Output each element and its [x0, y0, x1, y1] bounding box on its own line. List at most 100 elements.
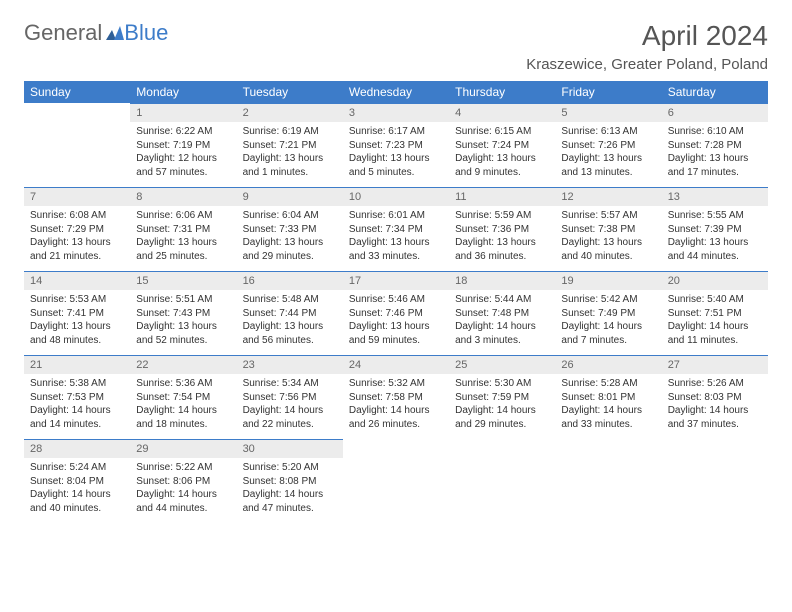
day-cell: 9Sunrise: 6:04 AMSunset: 7:33 PMDaylight…	[237, 187, 343, 271]
detail-line: and 1 minutes.	[243, 166, 337, 180]
detail-line: Daylight: 13 hours	[243, 152, 337, 166]
detail-line: Sunset: 8:08 PM	[243, 475, 337, 489]
detail-line: Sunrise: 6:10 AM	[668, 125, 762, 139]
detail-line: and 56 minutes.	[243, 334, 337, 348]
detail-line: Daylight: 13 hours	[668, 236, 762, 250]
day-details: Sunrise: 5:46 AMSunset: 7:46 PMDaylight:…	[343, 290, 449, 355]
detail-line: Daylight: 13 hours	[243, 236, 337, 250]
detail-line: Sunrise: 6:06 AM	[136, 209, 230, 223]
detail-line: Sunset: 7:19 PM	[136, 139, 230, 153]
detail-line: Sunrise: 5:32 AM	[349, 377, 443, 391]
day-cell: 22Sunrise: 5:36 AMSunset: 7:54 PMDayligh…	[130, 355, 236, 439]
detail-line: Sunrise: 6:13 AM	[561, 125, 655, 139]
day-number: 14	[24, 271, 130, 290]
detail-line: Sunrise: 6:19 AM	[243, 125, 337, 139]
detail-line: Daylight: 13 hours	[30, 236, 124, 250]
month-title: April 2024	[526, 20, 768, 52]
detail-line: Daylight: 13 hours	[349, 152, 443, 166]
day-cell: 4Sunrise: 6:15 AMSunset: 7:24 PMDaylight…	[449, 103, 555, 187]
day-header-row: Sunday Monday Tuesday Wednesday Thursday…	[24, 81, 768, 103]
day-cell	[662, 439, 768, 523]
detail-line: Sunrise: 6:22 AM	[136, 125, 230, 139]
page-header: GeneralBlue April 2024 Kraszewice, Great…	[24, 20, 768, 73]
day-number: 10	[343, 187, 449, 206]
day-details: Sunrise: 5:38 AMSunset: 7:53 PMDaylight:…	[24, 374, 130, 439]
day-details: Sunrise: 5:42 AMSunset: 7:49 PMDaylight:…	[555, 290, 661, 355]
detail-line: Sunset: 7:23 PM	[349, 139, 443, 153]
day-number: 11	[449, 187, 555, 206]
day-cell: 23Sunrise: 5:34 AMSunset: 7:56 PMDayligh…	[237, 355, 343, 439]
day-number: 2	[237, 103, 343, 122]
detail-line: and 7 minutes.	[561, 334, 655, 348]
detail-line: Daylight: 13 hours	[243, 320, 337, 334]
detail-line: Sunset: 8:01 PM	[561, 391, 655, 405]
detail-line: Sunrise: 5:42 AM	[561, 293, 655, 307]
day-number: 24	[343, 355, 449, 374]
day-number: 1	[130, 103, 236, 122]
detail-line: and 44 minutes.	[668, 250, 762, 264]
detail-line: Daylight: 14 hours	[561, 404, 655, 418]
day-cell: 20Sunrise: 5:40 AMSunset: 7:51 PMDayligh…	[662, 271, 768, 355]
detail-line: Sunset: 7:49 PM	[561, 307, 655, 321]
day-details: Sunrise: 5:48 AMSunset: 7:44 PMDaylight:…	[237, 290, 343, 355]
detail-line: and 37 minutes.	[668, 418, 762, 432]
detail-line: Sunrise: 5:26 AM	[668, 377, 762, 391]
detail-line: Daylight: 14 hours	[136, 488, 230, 502]
detail-line: Sunrise: 5:38 AM	[30, 377, 124, 391]
day-number: 19	[555, 271, 661, 290]
day-cell: 26Sunrise: 5:28 AMSunset: 8:01 PMDayligh…	[555, 355, 661, 439]
day-cell	[555, 439, 661, 523]
day-details: Sunrise: 6:22 AMSunset: 7:19 PMDaylight:…	[130, 122, 236, 187]
day-details: Sunrise: 5:51 AMSunset: 7:43 PMDaylight:…	[130, 290, 236, 355]
detail-line: and 33 minutes.	[349, 250, 443, 264]
detail-line: Sunrise: 5:30 AM	[455, 377, 549, 391]
day-cell: 27Sunrise: 5:26 AMSunset: 8:03 PMDayligh…	[662, 355, 768, 439]
detail-line: Sunrise: 5:46 AM	[349, 293, 443, 307]
logo-icon	[106, 20, 124, 46]
detail-line: Daylight: 14 hours	[243, 404, 337, 418]
detail-line: Sunset: 7:34 PM	[349, 223, 443, 237]
day-header-tue: Tuesday	[237, 81, 343, 103]
day-number: 17	[343, 271, 449, 290]
day-cell: 17Sunrise: 5:46 AMSunset: 7:46 PMDayligh…	[343, 271, 449, 355]
day-details: Sunrise: 5:53 AMSunset: 7:41 PMDaylight:…	[24, 290, 130, 355]
detail-line: Sunrise: 6:04 AM	[243, 209, 337, 223]
day-details: Sunrise: 6:15 AMSunset: 7:24 PMDaylight:…	[449, 122, 555, 187]
detail-line: Sunrise: 5:57 AM	[561, 209, 655, 223]
detail-line: Daylight: 14 hours	[30, 488, 124, 502]
detail-line: and 29 minutes.	[455, 418, 549, 432]
day-details: Sunrise: 5:30 AMSunset: 7:59 PMDaylight:…	[449, 374, 555, 439]
detail-line: Sunset: 8:03 PM	[668, 391, 762, 405]
detail-line: and 52 minutes.	[136, 334, 230, 348]
day-cell: 24Sunrise: 5:32 AMSunset: 7:58 PMDayligh…	[343, 355, 449, 439]
day-cell: 6Sunrise: 6:10 AMSunset: 7:28 PMDaylight…	[662, 103, 768, 187]
day-cell: 5Sunrise: 6:13 AMSunset: 7:26 PMDaylight…	[555, 103, 661, 187]
detail-line: and 33 minutes.	[561, 418, 655, 432]
detail-line: Daylight: 13 hours	[349, 236, 443, 250]
detail-line: Sunset: 8:04 PM	[30, 475, 124, 489]
detail-line: and 18 minutes.	[136, 418, 230, 432]
detail-line: Sunset: 7:58 PM	[349, 391, 443, 405]
week-row: 21Sunrise: 5:38 AMSunset: 7:53 PMDayligh…	[24, 355, 768, 439]
detail-line: and 48 minutes.	[30, 334, 124, 348]
day-number: 6	[662, 103, 768, 122]
detail-line: Sunset: 7:41 PM	[30, 307, 124, 321]
day-cell: 28Sunrise: 5:24 AMSunset: 8:04 PMDayligh…	[24, 439, 130, 523]
detail-line: Sunset: 7:38 PM	[561, 223, 655, 237]
detail-line: Sunset: 7:39 PM	[668, 223, 762, 237]
detail-line: and 9 minutes.	[455, 166, 549, 180]
detail-line: and 47 minutes.	[243, 502, 337, 516]
day-details: Sunrise: 5:22 AMSunset: 8:06 PMDaylight:…	[130, 458, 236, 523]
day-number: 7	[24, 187, 130, 206]
day-cell: 13Sunrise: 5:55 AMSunset: 7:39 PMDayligh…	[662, 187, 768, 271]
detail-line: Sunset: 7:24 PM	[455, 139, 549, 153]
day-details: Sunrise: 5:44 AMSunset: 7:48 PMDaylight:…	[449, 290, 555, 355]
day-number: 23	[237, 355, 343, 374]
day-number: 16	[237, 271, 343, 290]
day-number: 12	[555, 187, 661, 206]
detail-line: and 25 minutes.	[136, 250, 230, 264]
day-number: 20	[662, 271, 768, 290]
detail-line: Sunset: 7:31 PM	[136, 223, 230, 237]
day-cell: 7Sunrise: 6:08 AMSunset: 7:29 PMDaylight…	[24, 187, 130, 271]
day-header-mon: Monday	[130, 81, 236, 103]
